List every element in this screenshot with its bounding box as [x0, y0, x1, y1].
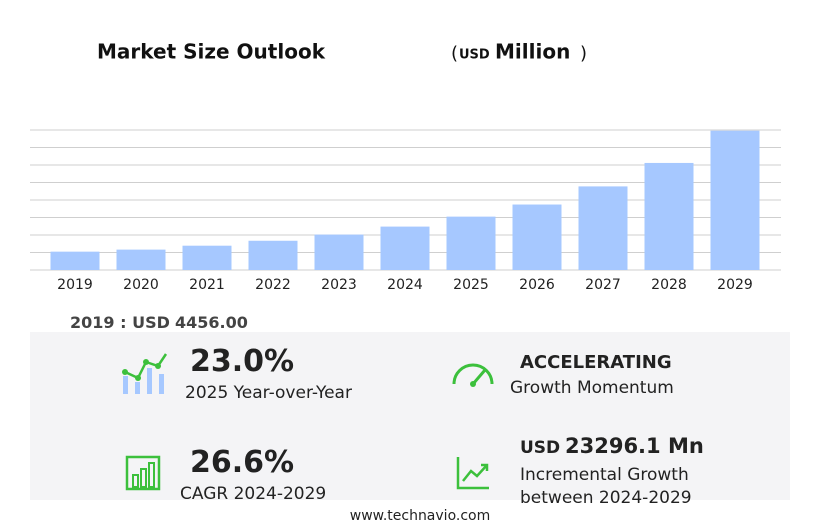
kpi-label: 2025 Year-over-Year [185, 383, 352, 403]
bar [182, 245, 232, 270]
kpi-label: Incremental Growth [520, 465, 689, 485]
kpi-panel [30, 332, 790, 500]
bar [50, 251, 100, 270]
x-tick-label: 2026 [519, 277, 555, 293]
kpi-label: Growth Momentum [510, 378, 674, 398]
x-tick-label: 2029 [717, 277, 753, 293]
base-value: 4456.00 [175, 313, 248, 332]
x-tick-label: 2023 [321, 277, 357, 293]
bar [116, 249, 166, 270]
bar [578, 186, 628, 270]
bar [644, 162, 694, 270]
bar [446, 216, 496, 270]
chart-title: Market Size Outlook [97, 40, 326, 64]
bar [314, 234, 364, 270]
unit-close: ) [580, 43, 587, 64]
growth-icon [456, 457, 489, 490]
kpi-value: 23.0% [190, 344, 295, 379]
bar [248, 240, 298, 270]
unit-currency: USD [459, 48, 490, 63]
unit-name: Million [495, 40, 570, 64]
yoy-icon [122, 353, 168, 394]
kpi-label: between 2024-2029 [520, 488, 692, 508]
kpi-value: 23296.1 Mn [565, 434, 704, 458]
footer: www.technavio.com [349, 508, 491, 524]
kpi-label: CAGR 2024-2029 [180, 484, 327, 504]
chart: Market Size Outlook ( USD Million ) 2019… [30, 40, 781, 293]
x-tick-label: 2022 [255, 277, 291, 293]
x-tick-label: 2028 [651, 277, 687, 293]
base-label: 2019 : USD [70, 313, 170, 332]
x-tick-label: 2020 [123, 277, 159, 293]
bar [710, 130, 760, 270]
kpi-currency: USD [520, 438, 561, 458]
x-tick-label: 2021 [189, 277, 225, 293]
bar [512, 204, 562, 270]
x-tick-label: 2025 [453, 277, 489, 293]
kpi-value: ACCELERATING [520, 352, 672, 373]
unit-open: ( [451, 43, 458, 64]
cagr-icon [125, 455, 161, 491]
momentum-icon [452, 363, 494, 387]
x-tick-label: 2024 [387, 277, 423, 293]
x-tick-label: 2019 [57, 277, 93, 293]
x-tick-label: 2027 [585, 277, 621, 293]
kpi-value: 26.6% [190, 445, 295, 480]
bar [380, 226, 430, 270]
